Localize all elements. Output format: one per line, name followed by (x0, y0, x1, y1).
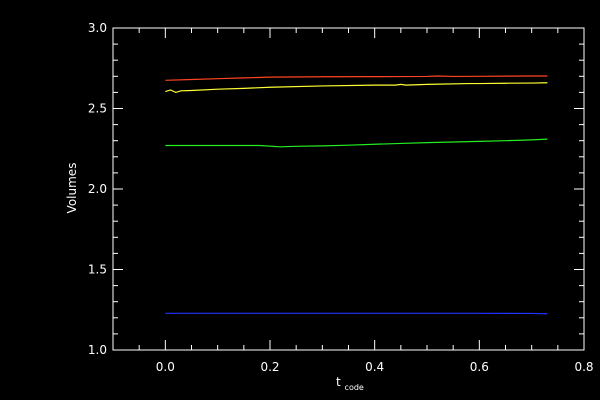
series-line-1 (165, 75, 548, 81)
x-axis-label-subscript: code (345, 383, 364, 392)
y-tick-label: 2.5 (88, 102, 107, 116)
axis-ticks: 0.0 0.2 0.4 0.6 0.8 1.0 1.5 2.0 2.5 3.0 (88, 21, 594, 374)
y-tick-label: 1.5 (88, 263, 107, 277)
x-axis-label-main: t (336, 375, 341, 389)
series-group (165, 75, 548, 315)
x-tick-label: 0.6 (470, 360, 489, 374)
y-axis-label: Volumes (65, 163, 79, 214)
y-tick-label: 2.0 (88, 182, 107, 196)
x-tick-label: 0.8 (574, 360, 593, 374)
series-line-3 (165, 138, 548, 148)
y-tick-label: 1.0 (88, 343, 107, 357)
series-line-2 (165, 82, 548, 94)
x-tick-label: 0.4 (365, 360, 384, 374)
x-tick-label: 0.2 (260, 360, 279, 374)
y-tick-label: 3.0 (88, 21, 107, 35)
x-tick-label: 0.0 (156, 360, 175, 374)
x-axis-label: t code (336, 375, 364, 392)
